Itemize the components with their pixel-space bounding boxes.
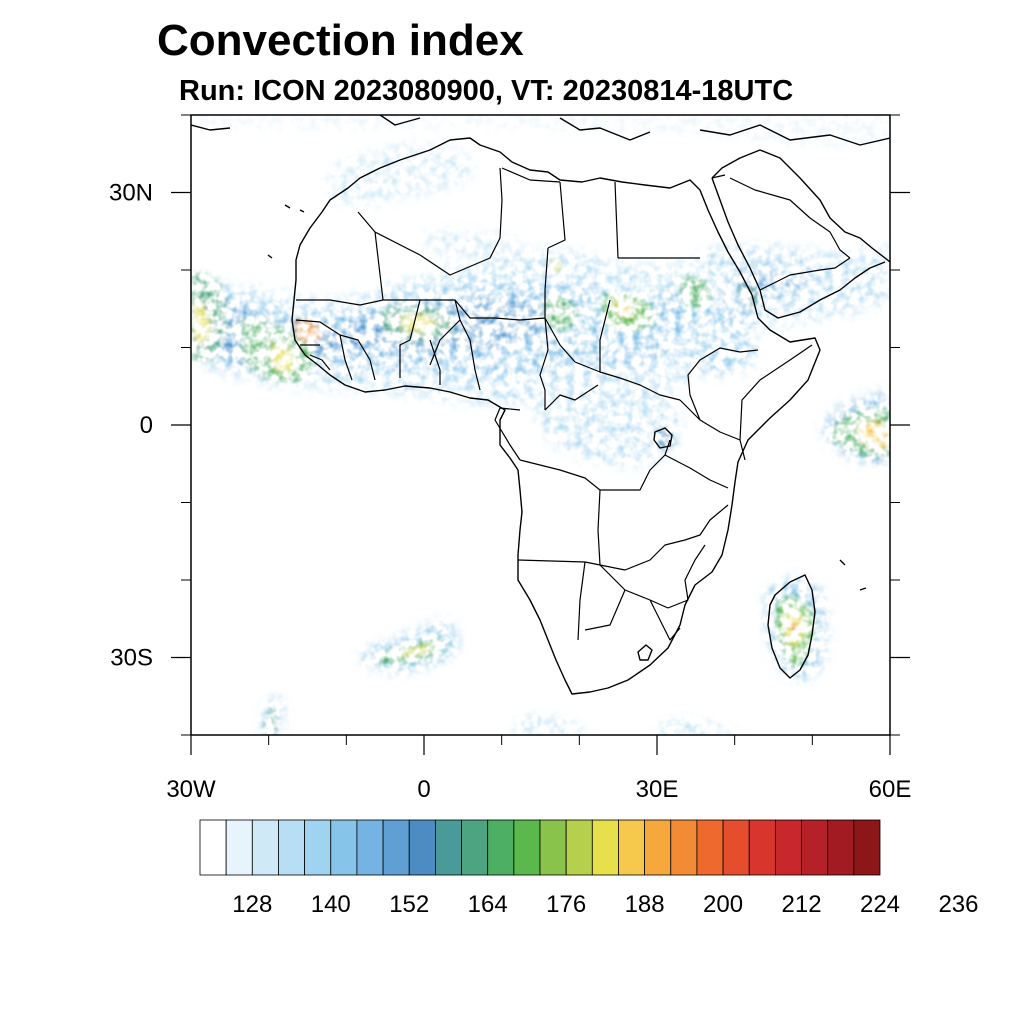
colorbar-label: 188 (625, 891, 665, 918)
madagascar-coastline (767, 574, 816, 679)
border-east-africa (664, 344, 813, 489)
border-arabia (711, 174, 851, 291)
colorbar-swatch (304, 819, 332, 876)
field-sw-corner-core (266, 706, 277, 735)
border-southern-africa (517, 489, 729, 641)
colorbar-swatch (591, 819, 619, 876)
lat-tick-label: 30N (109, 180, 153, 207)
colorbar-label: 164 (468, 891, 508, 918)
border-west-africa (295, 319, 481, 391)
colorbar-swatch (644, 819, 672, 876)
lon-tick-label: 60E (869, 776, 912, 803)
chart-title: Convection index (157, 16, 524, 65)
colorbar-swatch (748, 819, 776, 876)
colorbar-swatch (513, 819, 541, 876)
lat-tick-label: 30S (110, 645, 153, 672)
field-guinea-hot (296, 319, 322, 343)
map-axes: 30N 0 30S 30W 0 30E 60E (109, 114, 912, 803)
field-mali-yellow (400, 314, 436, 332)
field-sudan-core (615, 299, 633, 316)
colorbar-swatch (356, 819, 384, 876)
colorbar-label: 224 (860, 891, 900, 918)
field-central-sahara (420, 229, 523, 262)
field-eritrea (740, 283, 761, 309)
colorbar-swatch (618, 819, 646, 876)
colorbar-swatch (382, 819, 410, 876)
colorbar-swatch (565, 819, 593, 876)
africa-coastline (291, 137, 821, 695)
field-north-strip (191, 115, 890, 147)
field-chad (545, 296, 578, 331)
colorbar-swatch (801, 819, 829, 876)
lake-victoria (653, 427, 673, 449)
border-algeria (357, 167, 503, 301)
small-islands (267, 204, 867, 591)
colorbar-label: 200 (703, 891, 743, 918)
colorbar-label: 176 (546, 891, 586, 918)
lesotho (637, 644, 653, 661)
field-south-edge (515, 716, 590, 735)
field-niger-yellow (549, 260, 561, 272)
field-nw-africa (327, 143, 474, 207)
colorbar-label: 140 (311, 891, 351, 918)
field-congo (534, 383, 681, 467)
field-south-atlantic-yellow (400, 645, 432, 656)
colorbar-swatch (199, 819, 227, 876)
field-madagascar-red (791, 621, 800, 637)
field-io-yellow (858, 422, 890, 449)
border-libya-egypt (501, 167, 700, 259)
lat-tick-label: 0 (140, 412, 153, 439)
colorbar-label: 212 (782, 891, 822, 918)
map-area (191, 115, 890, 735)
lon-tick-label: 30E (636, 776, 679, 803)
colorbar-label: 236 (938, 891, 978, 918)
field-east-africa (685, 319, 760, 377)
coastlines (191, 115, 890, 695)
country-borders (295, 167, 851, 641)
field-senegal-core (272, 344, 296, 373)
lon-tick-label: 0 (417, 776, 430, 803)
colorbar-swatch (330, 819, 358, 876)
field-south-edge-2 (660, 721, 740, 735)
border-central-africa (494, 299, 681, 491)
field-ethiopia (680, 276, 712, 309)
colorbar-swatch (434, 819, 462, 876)
border-sahel (296, 247, 576, 378)
colorbar-swatch (722, 819, 750, 876)
colorbar-swatch (408, 819, 436, 876)
colorbar-swatch (461, 819, 489, 876)
colorbar-swatch (278, 819, 306, 876)
arabia-coastline (711, 149, 890, 319)
convection-field (191, 115, 890, 735)
colorbar-label: 128 (232, 891, 272, 918)
colorbar-swatch (853, 819, 881, 876)
colorbar-swatch (670, 819, 698, 876)
colorbar-swatch (251, 819, 279, 876)
lon-tick-label: 30W (166, 776, 216, 803)
colorbar-swatch (774, 819, 802, 876)
colorbar-swatch (539, 819, 567, 876)
colorbar-swatch (225, 819, 253, 876)
chart-subtitle: Run: ICON 2023080900, VT: 20230814-18UTC (179, 75, 793, 107)
mediterranean-north (191, 115, 890, 146)
colorbar-swatch (827, 819, 855, 876)
colorbar-swatch (487, 819, 515, 876)
colorbar-label: 152 (389, 891, 429, 918)
field-atlantic-west-core (194, 300, 211, 343)
colorbar: 128 140 152 164 176 188 200 212 224 236 (199, 819, 978, 918)
colorbar-swatch (696, 819, 724, 876)
